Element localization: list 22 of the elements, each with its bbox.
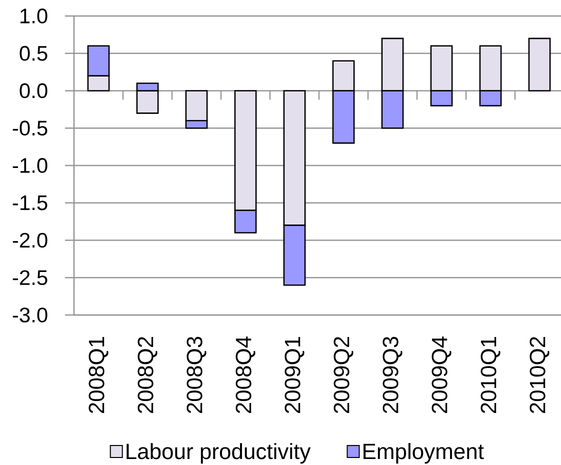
x-tick-label: 2010Q2 <box>530 336 550 414</box>
legend-label: Labour productivity <box>126 443 311 464</box>
y-tick-label: 0.0 <box>20 83 48 98</box>
x-tick-label: 2009Q2 <box>334 336 354 414</box>
legend-label: Employment <box>364 443 484 464</box>
x-tick-label: 2010Q1 <box>480 336 500 414</box>
y-tick-label: -1.5 <box>12 196 48 210</box>
x-tick-label: 2008Q2 <box>138 336 158 414</box>
y-tick-label: -1.0 <box>12 158 48 173</box>
x-tick-label: 2009Q4 <box>432 336 452 414</box>
y-tick-label: 1.0 <box>20 8 48 24</box>
x-tick-label: 2008Q3 <box>186 336 206 414</box>
x-tick-label: 2009Q3 <box>382 336 402 414</box>
y-tick-label: -3.0 <box>12 308 48 322</box>
y-tick-label: -2.0 <box>12 232 48 248</box>
y-tick-label: 0.5 <box>20 46 48 61</box>
x-tick-label: 2008Q1 <box>88 336 108 414</box>
y-tick-label: -0.5 <box>12 120 48 136</box>
y-tick-label: -2.5 <box>12 270 48 286</box>
x-tick-label: 2008Q4 <box>236 336 256 414</box>
bar <box>528 38 551 92</box>
x-tick-label: 2009Q1 <box>284 336 304 414</box>
